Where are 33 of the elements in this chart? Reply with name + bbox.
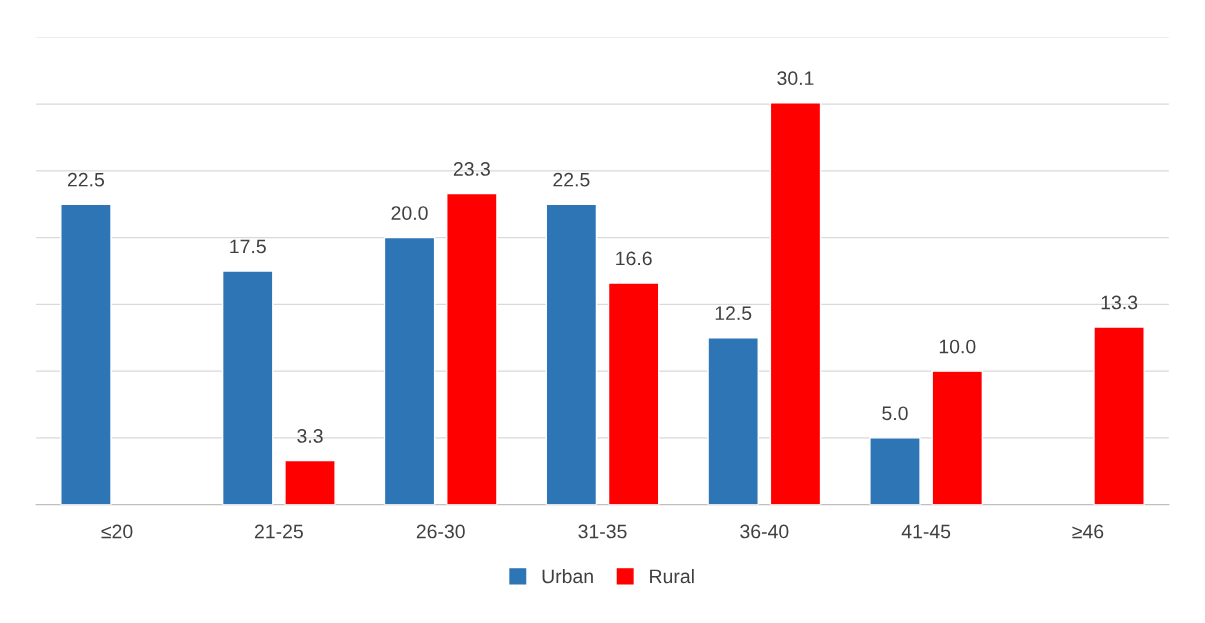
data-label: 3.3 — [297, 429, 323, 443]
x-tick-label: 31-35 — [578, 524, 627, 539]
x-tick-label: 36-40 — [740, 524, 789, 539]
legend-label: Urban — [542, 568, 593, 584]
legend-label: Rural — [650, 568, 694, 584]
bar — [383, 236, 436, 505]
x-tick-label: 26-30 — [416, 524, 465, 539]
bar — [607, 282, 660, 505]
bar — [769, 102, 822, 505]
data-label: 5.0 — [882, 406, 908, 421]
x-tick-label: ≥46 — [1072, 524, 1104, 539]
bar — [707, 337, 759, 505]
data-label: 12.5 — [715, 306, 752, 321]
bar — [284, 459, 336, 505]
bar — [60, 203, 112, 505]
x-tick-label: 41-45 — [901, 524, 951, 539]
bar — [869, 437, 921, 505]
x-tick-label: 21-25 — [254, 524, 303, 539]
data-label: 22.5 — [67, 172, 105, 187]
data-label: 13.3 — [1101, 295, 1138, 310]
bar — [545, 203, 598, 505]
bar — [931, 370, 984, 505]
data-label: 10.0 — [939, 339, 976, 354]
data-label: 22.5 — [553, 172, 590, 187]
data-label: 30.1 — [777, 71, 814, 86]
data-label: 23.3 — [453, 162, 490, 176]
bar — [1093, 326, 1145, 505]
bar — [446, 192, 498, 505]
x-tick-label: ≤20 — [101, 524, 133, 539]
data-label: 20.0 — [391, 206, 428, 220]
bar — [221, 270, 274, 505]
data-label: 17.5 — [230, 239, 266, 254]
data-label: 16.6 — [616, 251, 652, 266]
